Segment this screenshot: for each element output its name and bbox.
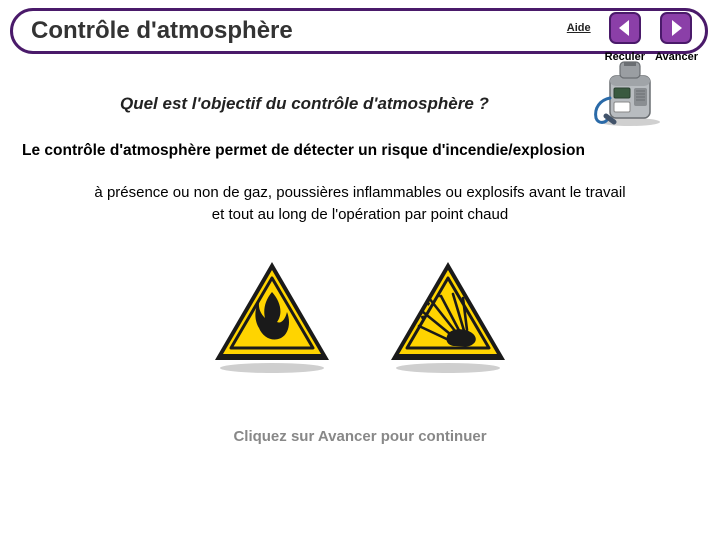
arrow-icon: à <box>94 184 102 201</box>
forward-button[interactable]: Avancer <box>655 12 698 63</box>
forward-icon <box>660 12 692 44</box>
explosion-sign-icon <box>383 256 513 374</box>
gas-detector-icon <box>590 58 668 128</box>
main-statement: Le contrôle d'atmosphère permet de détec… <box>22 142 698 160</box>
question-row: Quel est l'objectif du contrôle d'atmosp… <box>22 94 698 114</box>
sub-statement: à présence ou non de gaz, poussières inf… <box>22 182 698 226</box>
warning-signs <box>22 256 698 374</box>
page-title: Contrôle d'atmosphère <box>31 17 293 44</box>
nav-group: Reculer Avancer <box>605 12 698 63</box>
sub-line-2: et tout au long de l'opération par point… <box>212 206 508 223</box>
back-icon <box>609 12 641 44</box>
header-bar: Contrôle d'atmosphère Aide Reculer Avanc… <box>10 8 710 54</box>
sub-line-1: présence ou non de gaz, poussières infla… <box>107 184 626 201</box>
content: Quel est l'objectif du contrôle d'atmosp… <box>0 54 720 445</box>
back-button[interactable]: Reculer <box>605 12 645 63</box>
help-link[interactable]: Aide <box>567 22 591 34</box>
flammable-sign-icon <box>207 256 337 374</box>
continue-hint: Cliquez sur Avancer pour continuer <box>22 428 698 445</box>
header-controls: Aide Reculer Avancer <box>567 12 698 63</box>
